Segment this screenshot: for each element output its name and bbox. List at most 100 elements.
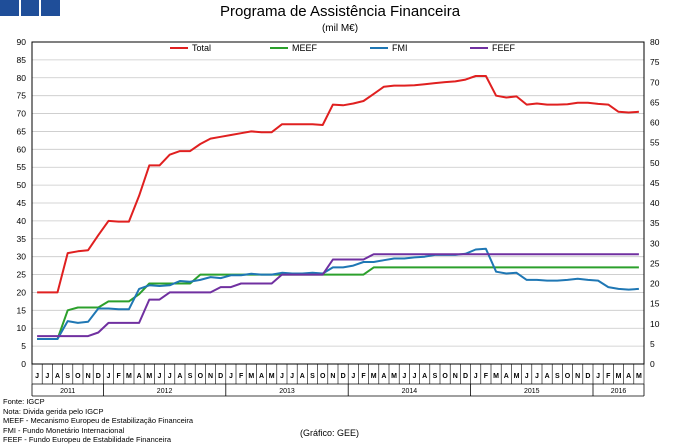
- y-tick-label-left: 45: [17, 198, 27, 208]
- x-tick-label-month: A: [422, 373, 427, 380]
- y-tick-label-right: 75: [650, 57, 660, 67]
- x-tick-label-year: 2011: [60, 388, 75, 395]
- y-tick-label-right: 0: [650, 359, 655, 369]
- x-tick-label-month: F: [239, 373, 244, 380]
- y-tick-label-right: 10: [650, 319, 660, 329]
- y-tick-label-left: 25: [17, 270, 27, 280]
- x-tick-label-month: O: [565, 373, 571, 380]
- y-tick-label-right: 35: [650, 218, 660, 228]
- y-tick-label-right: 25: [650, 258, 660, 268]
- x-tick-label-month: F: [361, 373, 366, 380]
- x-tick-label-month: A: [504, 373, 509, 380]
- x-tick-label-month: M: [146, 373, 152, 380]
- note-source: Fonte: IGCP: [3, 397, 45, 406]
- x-tick-label-year: 2015: [524, 388, 540, 395]
- y-tick-label-right: 60: [650, 118, 660, 128]
- y-tick-label-right: 55: [650, 138, 660, 148]
- y-tick-label-left: 65: [17, 126, 27, 136]
- x-tick-label-year: 2012: [157, 388, 173, 395]
- y-tick-label-right: 65: [650, 97, 660, 107]
- y-tick-label-left: 80: [17, 73, 27, 83]
- x-tick-label-month: A: [55, 373, 60, 380]
- x-tick-label-month: S: [65, 373, 70, 380]
- x-tick-label-month: A: [177, 373, 182, 380]
- x-tick-label-month: M: [269, 373, 275, 380]
- logo: [0, 0, 61, 16]
- x-tick-label-month: D: [218, 373, 223, 380]
- series-line-fmi: [37, 247, 639, 340]
- note-debt: Nota: Divida gerida pelo IGCP: [3, 406, 104, 416]
- x-tick-label-month: A: [626, 373, 631, 380]
- y-tick-label-left: 85: [17, 55, 27, 65]
- x-tick-label-month: M: [371, 373, 377, 380]
- legend-label-feef: FEEF: [492, 43, 516, 53]
- x-tick-label-year: 2013: [279, 388, 295, 395]
- x-tick-label-month: J: [229, 373, 233, 380]
- x-tick-label-month: D: [341, 373, 346, 380]
- x-tick-label-month: O: [442, 373, 448, 380]
- x-tick-label-month: S: [433, 373, 438, 380]
- x-tick-label-month: J: [158, 373, 162, 380]
- note-meef: MEEF - Mecanismo Europeu de Estabilizaçã…: [3, 416, 194, 425]
- series-line-feef: [37, 253, 639, 338]
- series-line-meef: [37, 266, 639, 340]
- x-tick-label-month: O: [75, 373, 81, 380]
- x-tick-label-month: O: [320, 373, 326, 380]
- y-tick-label-left: 10: [17, 323, 27, 333]
- x-tick-label-month: F: [606, 373, 611, 380]
- x-tick-label-month: A: [137, 373, 142, 380]
- x-tick-label-month: D: [96, 373, 101, 380]
- note-fmi: FMI - Fundo Monetário Internacional: [3, 425, 125, 435]
- x-tick-label-month: J: [280, 373, 284, 380]
- x-tick-label-month: A: [381, 373, 386, 380]
- x-tick-label-month: M: [616, 373, 622, 380]
- y-tick-label-left: 5: [21, 341, 26, 351]
- x-tick-label-month: N: [575, 373, 580, 380]
- y-tick-label-right: 80: [650, 37, 660, 47]
- y-tick-label-right: 50: [650, 158, 660, 168]
- y-tick-label-left: 40: [17, 216, 27, 226]
- x-tick-label-month: J: [168, 373, 172, 380]
- x-tick-label-month: D: [585, 373, 590, 380]
- y-tick-label-left: 30: [17, 252, 27, 262]
- x-tick-label-month: J: [351, 373, 355, 380]
- x-tick-label-month: F: [117, 373, 122, 380]
- x-tick-label-month: M: [493, 373, 499, 380]
- y-tick-label-right: 15: [650, 299, 660, 309]
- y-tick-label-left: 90: [17, 37, 27, 47]
- x-tick-label-month: S: [188, 373, 193, 380]
- y-tick-label-left: 35: [17, 234, 27, 244]
- x-tick-label-month: J: [35, 373, 39, 380]
- x-tick-label-month: A: [545, 373, 550, 380]
- x-tick-label-month: F: [484, 373, 489, 380]
- x-tick-label-month: N: [453, 373, 458, 380]
- x-tick-label-month: J: [596, 373, 600, 380]
- chart-notes: Fonte: IGCP Nota: Divida gerida pelo IGC…: [3, 397, 193, 445]
- y-tick-label-right: 45: [650, 178, 660, 188]
- x-tick-label-month: J: [107, 373, 111, 380]
- x-tick-label-month: S: [310, 373, 315, 380]
- x-tick-label-month: M: [636, 373, 642, 380]
- y-tick-label-left: 50: [17, 180, 27, 190]
- x-tick-label-month: A: [259, 373, 264, 380]
- y-tick-label-right: 30: [650, 238, 660, 248]
- x-tick-label-year: 2016: [611, 388, 627, 395]
- note-feef: FEEF - Fundo Europeu de Estabilidade Fin…: [3, 435, 172, 444]
- series-line-total: [37, 75, 639, 294]
- y-tick-label-left: 60: [17, 144, 27, 154]
- x-tick-label-month: N: [208, 373, 213, 380]
- x-tick-label-month: S: [555, 373, 560, 380]
- x-tick-label-month: N: [330, 373, 335, 380]
- y-tick-label-left: 0: [21, 359, 26, 369]
- y-tick-label-left: 20: [17, 287, 27, 297]
- x-tick-label-month: J: [525, 373, 529, 380]
- chart-subtitle: (mil M€): [321, 23, 359, 34]
- x-tick-label-month: M: [391, 373, 397, 380]
- x-tick-label-month: J: [402, 373, 406, 380]
- y-tick-label-left: 75: [17, 91, 27, 101]
- chart-credit: (Gráfico: GEE): [300, 428, 360, 438]
- x-tick-label-month: M: [248, 373, 254, 380]
- y-tick-label-right: 20: [650, 279, 660, 289]
- y-tick-label-right: 70: [650, 77, 660, 87]
